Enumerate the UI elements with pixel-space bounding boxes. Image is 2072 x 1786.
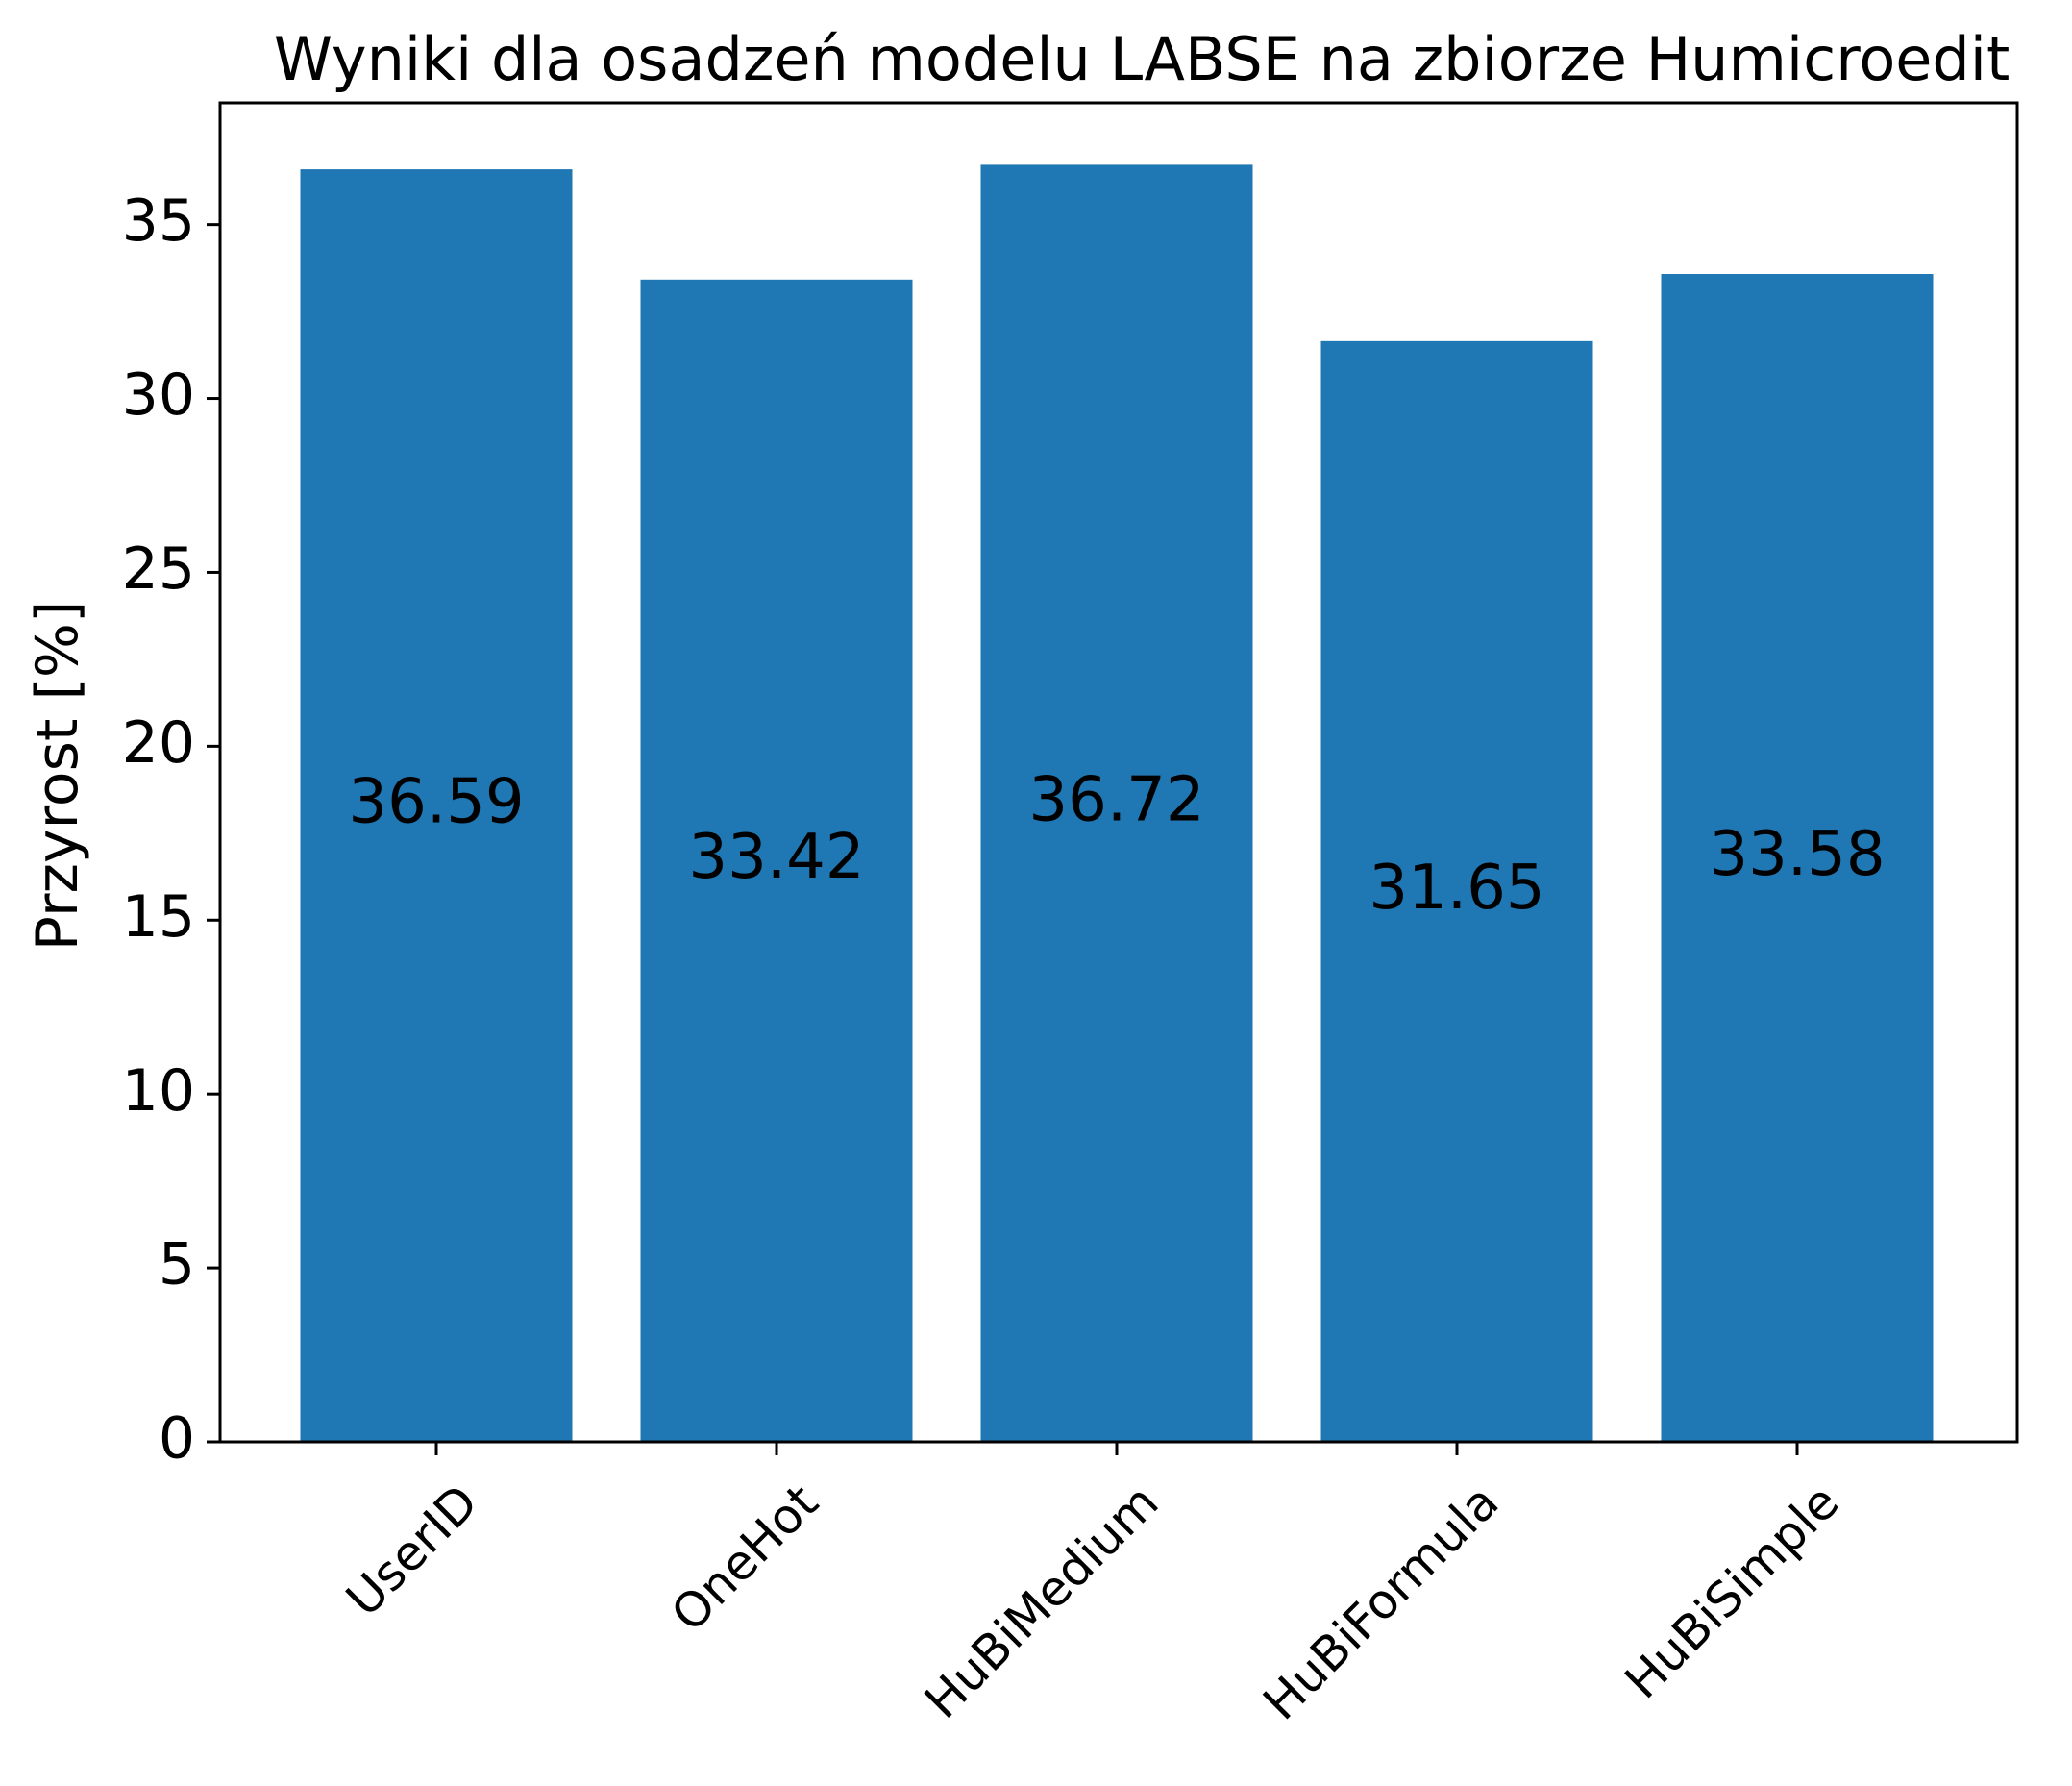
bar-hubiformula: [1320, 340, 1593, 1442]
y-axis-ticks: 0 5 10 15 20 25 30 35: [122, 187, 220, 1473]
y-tick-label: 35: [122, 187, 195, 255]
x-axis-ticks: UserID OneHot HuBiMedium HuBiFormula HuBiSim…: [335, 1442, 1850, 1731]
y-tick-label: 15: [122, 883, 195, 951]
y-tick-label: 5: [159, 1231, 195, 1299]
bar-value-label: 36.72: [1028, 764, 1204, 835]
bar-hubimedium: [980, 164, 1253, 1442]
plot-area-frame: [218, 101, 2019, 1444]
y-tick-label: 25: [122, 535, 195, 603]
bar-userid: [300, 169, 573, 1442]
y-tick-label: 10: [122, 1057, 195, 1125]
x-tick-label: OneHot: [660, 1474, 828, 1642]
y-tick-label: 0: [159, 1405, 195, 1473]
bar-value-label: 31.65: [1369, 853, 1544, 924]
x-tick-label: HuBiFormula: [1252, 1474, 1509, 1730]
bar-value-label: 33.58: [1709, 819, 1885, 890]
bar-value-label: 33.42: [688, 822, 864, 893]
bar-onehot: [640, 279, 913, 1442]
x-tick-label: UserID: [335, 1474, 488, 1626]
bar-value-label: 36.59: [348, 767, 524, 838]
y-tick-label: 20: [122, 709, 195, 777]
x-tick-label: HuBiMedium: [914, 1474, 1169, 1728]
bars-group: 36.59 33.42 36.72 31.65 33.58: [300, 164, 1934, 1443]
bar-hubisimple: [1661, 274, 1934, 1443]
y-axis-label: Przyrost [%]: [24, 601, 91, 952]
x-tick-label: HuBiSimple: [1615, 1474, 1850, 1709]
y-tick-label: 30: [122, 361, 195, 429]
chart-title: Wyniki dla osadzeń modelu LABSE na zbior…: [274, 24, 2010, 94]
